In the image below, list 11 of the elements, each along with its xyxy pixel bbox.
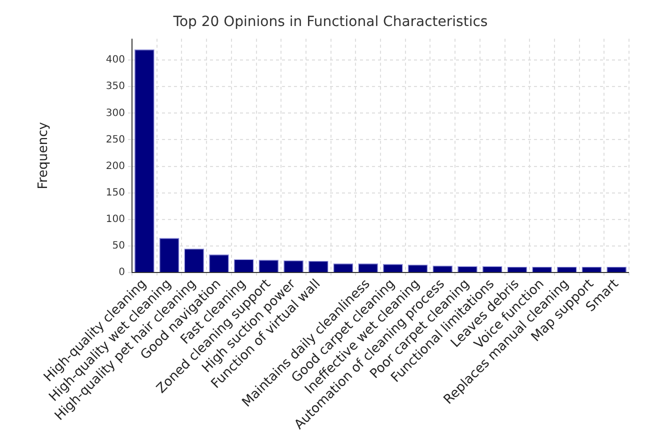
chart-title: Top 20 Opinions in Functional Characteristics [172,14,488,30]
y-tick-label: 0 [118,267,125,278]
y-axis-title: Frequency [36,122,52,190]
y-tick-label: 100 [106,214,125,226]
y-tick-label: 300 [106,108,125,119]
y-tick-label: 50 [112,240,125,252]
y-tick-label: 250 [106,134,125,146]
y-tick-label: 350 [106,81,125,92]
y-tick-label: 150 [106,187,125,198]
y-tick-label: 200 [106,160,125,172]
y-tick-label: 400 [106,54,125,66]
